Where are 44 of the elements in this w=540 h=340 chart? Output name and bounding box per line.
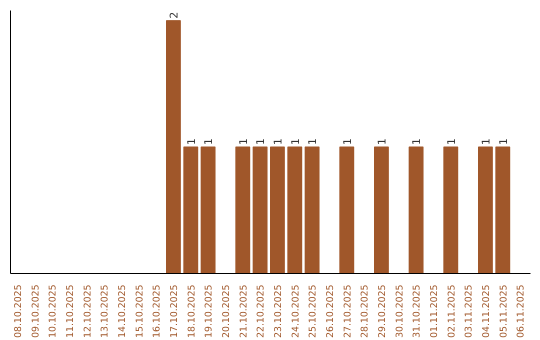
data-label: 1 <box>496 138 510 146</box>
x-tick-label: 10.10.2025 <box>48 284 59 338</box>
x-tick-label: 15.10.2025 <box>134 284 146 338</box>
x-tick-label: 22.10.2025 <box>256 284 267 338</box>
x-tick-label: 01.11.2025 <box>428 284 440 338</box>
data-label: 1 <box>479 138 492 146</box>
x-tick-label: 27.10.2025 <box>342 284 354 338</box>
x-tick-label: 25.10.2025 <box>308 284 319 338</box>
data-label: 1 <box>254 138 268 146</box>
data-label: 1 <box>444 138 458 146</box>
x-tick-label: 14.10.2025 <box>116 284 128 338</box>
x-tick-label: 09.10.2025 <box>30 284 42 338</box>
x-tick-label: 26.10.2025 <box>324 284 336 338</box>
x-tick-label: 17.10.2025 <box>168 284 180 338</box>
data-label: 1 <box>410 138 424 146</box>
data-label: 2 <box>167 12 180 19</box>
x-tick-label: 28.10.2025 <box>360 284 371 338</box>
x-tick-label: 21.10.2025 <box>238 284 250 338</box>
data-label: 1 <box>236 138 250 146</box>
x-tick-label: 05.11.2025 <box>498 284 510 338</box>
data-label: 1 <box>306 138 320 146</box>
x-tick-label: 29.10.2025 <box>376 284 388 338</box>
x-tick-label: 18.10.2025 <box>186 284 198 338</box>
x-tick-label: 12.10.2025 <box>82 284 94 338</box>
x-tick-label: 04.11.2025 <box>480 284 492 338</box>
x-tick-label: 24.10.2025 <box>290 284 302 338</box>
data-label: 1 <box>288 138 302 146</box>
x-tick-label: 19.10.2025 <box>204 284 215 338</box>
data-label: 1 <box>271 138 284 146</box>
data-label: 1 <box>184 138 198 146</box>
x-tick-label: 20.10.2025 <box>220 284 232 338</box>
x-tick-label: 02.11.2025 <box>446 284 458 338</box>
x-tick-label: 08.10.2025 <box>12 284 24 338</box>
data-label: 1 <box>202 138 216 146</box>
x-tick-label: 31.10.2025 <box>412 284 423 338</box>
x-tick-label: 23.10.2025 <box>272 284 284 338</box>
x-tick-label: 03.11.2025 <box>464 284 475 338</box>
x-tick-label: 16.10.2025 <box>152 284 163 338</box>
x-tick-label: 06.11.2025 <box>516 284 527 338</box>
x-tick-label: 13.10.2025 <box>100 284 111 338</box>
data-label: 1 <box>375 138 388 146</box>
x-tick-label: 30.10.2025 <box>394 284 406 338</box>
x-tick-label: 11.10.2025 <box>64 284 76 338</box>
data-label: 1 <box>340 138 354 146</box>
